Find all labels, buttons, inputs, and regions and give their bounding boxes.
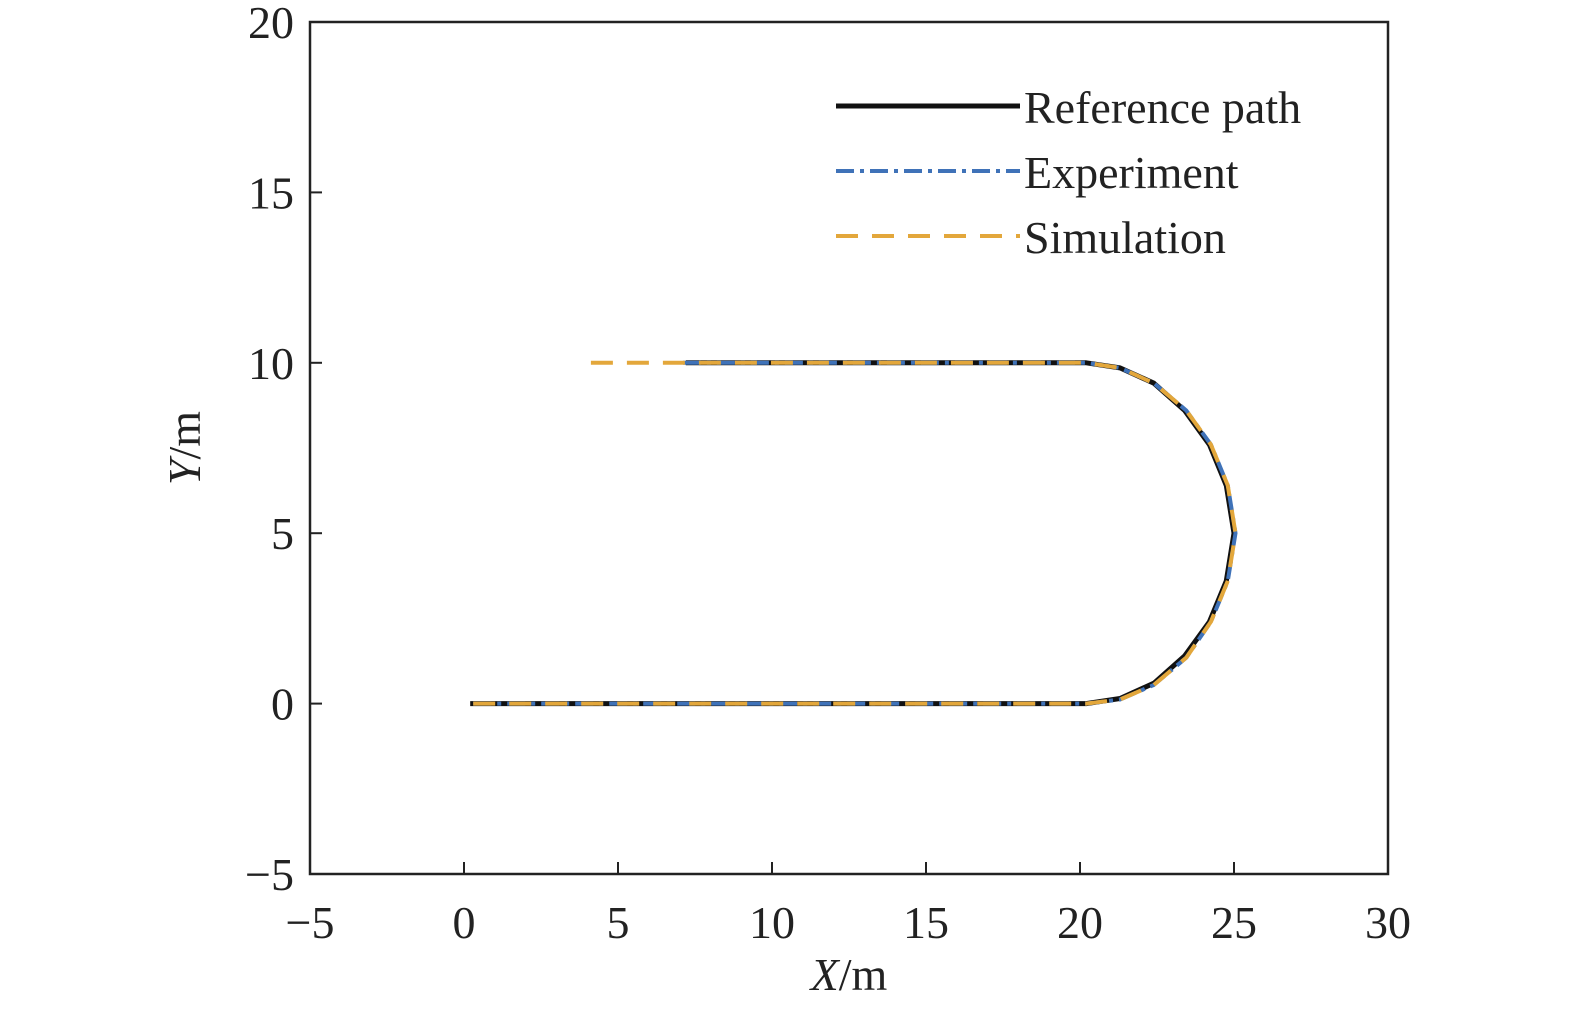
plot-frame <box>308 20 1390 876</box>
y-tick-label: 20 <box>248 0 294 48</box>
legend: Reference path Experiment Simulation <box>836 82 1301 263</box>
x-tick-label: −5 <box>286 897 335 948</box>
x-tick-label: 25 <box>1211 897 1257 948</box>
series-line-simulation <box>473 360 1238 706</box>
legend-label-simulation: Simulation <box>1024 212 1226 263</box>
series-line-experiment <box>473 360 1238 706</box>
y-tick-label: 10 <box>248 338 294 389</box>
y-tick-label: 5 <box>271 508 294 559</box>
y-axis-unit: /m <box>159 411 210 460</box>
y-axis-label: Y/m <box>159 411 210 485</box>
x-tick-label: 5 <box>607 897 630 948</box>
y-tick-label: 15 <box>248 167 294 218</box>
x-tick-label: 20 <box>1057 897 1103 948</box>
y-axis: −5 0 5 10 15 20 <box>245 0 322 900</box>
legend-label-experiment: Experiment <box>1024 147 1239 198</box>
series-layer <box>470 360 1238 707</box>
x-axis-label: X/m <box>809 949 888 1000</box>
x-tick-label: 10 <box>749 897 795 948</box>
legend-label-reference-path: Reference path <box>1024 82 1301 133</box>
x-tick-label: 30 <box>1365 897 1411 948</box>
y-tick-label: 0 <box>271 679 294 730</box>
x-axis: −5 0 5 10 15 20 25 30 <box>286 862 1411 948</box>
y-axis-variable: Y <box>159 455 210 485</box>
x-axis-variable: X <box>809 949 841 1000</box>
x-axis-unit: /m <box>839 949 888 1000</box>
x-tick-label: 15 <box>903 897 949 948</box>
y-tick-label: −5 <box>245 849 294 900</box>
series-line-reference-path <box>470 360 1237 707</box>
x-tick-label: 0 <box>453 897 476 948</box>
